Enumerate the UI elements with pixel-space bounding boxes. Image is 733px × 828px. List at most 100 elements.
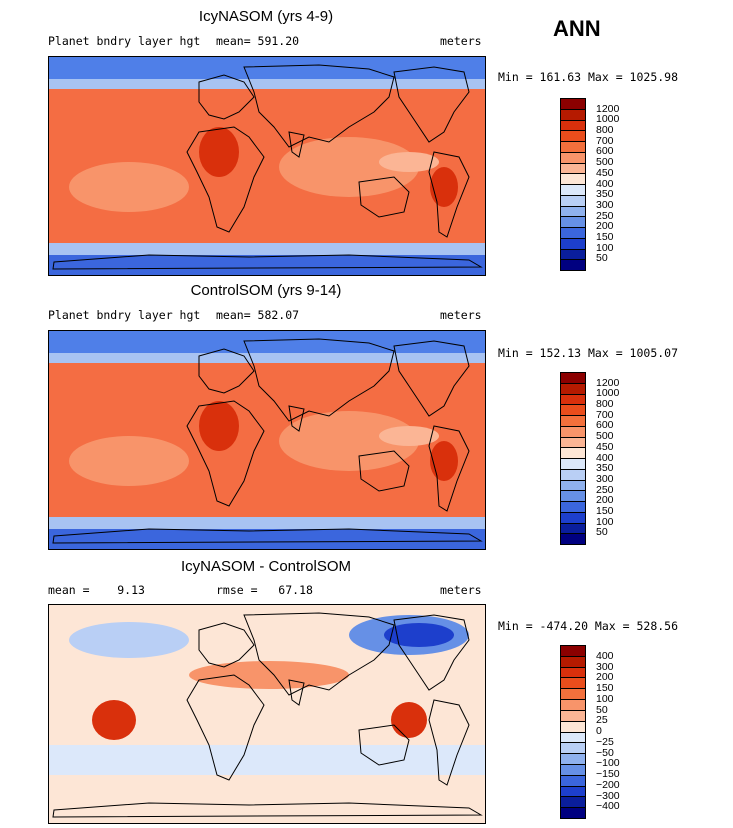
colorbar-swatch	[561, 797, 585, 809]
colorbar-swatch	[561, 163, 585, 175]
colorbar-swatch	[561, 249, 585, 261]
colorbar-swatch	[561, 786, 585, 798]
colorbar-label: 450	[596, 166, 614, 179]
colorbar-swatch	[561, 459, 585, 470]
colorbar-swatch	[561, 656, 585, 668]
colorbar-swatch	[561, 437, 585, 449]
colorbar-swatch	[561, 775, 585, 787]
panel-1-mean-label: mean= 591.20	[216, 34, 300, 48]
panel-2-mean-label: mean= 582.07	[216, 308, 300, 322]
colorbar-label: 200	[596, 494, 614, 507]
panel-1-units-label: meters	[440, 34, 482, 48]
colorbar-label: 50	[596, 703, 608, 716]
colorbar-label: 25	[596, 714, 608, 727]
colorbar-swatch	[561, 195, 585, 207]
colorbar-label: 150	[596, 230, 614, 243]
panel-2-variable-label: Planet bndry layer hgt	[48, 308, 201, 322]
panel-2-minmax: Min = 152.13 Max = 1005.07	[498, 346, 679, 360]
colorbar-swatch	[561, 732, 585, 744]
colorbar-label: −400	[596, 800, 620, 813]
panel-3-map	[48, 604, 486, 824]
colorbar-swatch	[561, 710, 585, 722]
colorbar-swatch	[561, 667, 585, 679]
colorbar-swatch	[561, 448, 585, 459]
panel-1-colorbar	[560, 98, 586, 271]
panel-2-title: ControlSOM (yrs 9-14)	[190, 282, 342, 299]
colorbar-label: −25	[596, 735, 614, 748]
colorbar-label: 400	[596, 451, 614, 464]
season-label: ANN	[553, 16, 601, 41]
colorbar-label: 400	[596, 649, 614, 662]
panel-2-map	[48, 330, 486, 550]
colorbar-label: 300	[596, 660, 614, 673]
colorbar-label: −150	[596, 768, 620, 780]
panel-1-variable-label: Planet bndry layer hgt	[48, 34, 201, 48]
colorbar-label: 0	[596, 725, 602, 737]
panel-3-mean-label: mean = 9.13	[48, 583, 145, 597]
panel-3-minmax: Min = -474.20 Max = 528.56	[498, 619, 679, 633]
colorbar-label: 1200	[596, 376, 620, 389]
colorbar-swatch	[561, 109, 585, 121]
colorbar-label: 150	[596, 682, 614, 694]
colorbar-swatch	[561, 469, 585, 481]
colorbar-label: −300	[596, 789, 620, 802]
colorbar-label: 250	[596, 209, 614, 222]
colorbar-label: 350	[596, 188, 614, 201]
colorbar-label: 100	[596, 241, 614, 254]
colorbar-label: 200	[596, 220, 614, 233]
colorbar-swatch	[561, 373, 585, 384]
colorbar-swatch	[561, 142, 585, 153]
colorbar-swatch	[561, 480, 585, 492]
colorbar-label: 600	[596, 419, 614, 432]
colorbar-label: 800	[596, 124, 614, 137]
colorbar-swatch	[561, 523, 585, 535]
colorbar-swatch	[561, 394, 585, 406]
colorbar-swatch	[561, 689, 585, 701]
colorbar-swatch	[561, 502, 585, 513]
colorbar-label: −50	[596, 746, 614, 759]
colorbar-swatch	[561, 99, 585, 110]
colorbar-label: 50	[596, 526, 608, 539]
colorbar-label: 1000	[596, 113, 620, 126]
colorbar-label: 700	[596, 408, 614, 421]
colorbar-swatch	[561, 185, 585, 196]
colorbar-swatch	[561, 228, 585, 239]
colorbar-label: 600	[596, 145, 614, 158]
colorbar-label: −100	[596, 757, 620, 770]
colorbar-swatch	[561, 152, 585, 164]
colorbar-label: 100	[596, 515, 614, 528]
colorbar-swatch	[561, 808, 585, 818]
colorbar-swatch	[561, 383, 585, 395]
colorbar-label: 1000	[596, 387, 620, 400]
panel-1-map	[48, 56, 486, 276]
colorbar-label: 50	[596, 252, 608, 265]
panel-3-rmse-label: rmse = 67.18	[216, 583, 313, 597]
colorbar-label: 100	[596, 692, 614, 705]
colorbar-label: 250	[596, 483, 614, 496]
colorbar-label: 450	[596, 440, 614, 453]
panel-3-units-label: meters	[440, 583, 482, 597]
colorbar-label: 300	[596, 472, 614, 485]
colorbar-swatch	[561, 764, 585, 776]
colorbar-label: 200	[596, 671, 614, 684]
colorbar-swatch	[561, 416, 585, 427]
panel-3-title: IcyNASOM - ControlSOM	[180, 558, 352, 575]
colorbar-swatch	[561, 426, 585, 438]
colorbar-swatch	[561, 238, 585, 250]
colorbar-swatch	[561, 678, 585, 690]
colorbar-swatch	[561, 491, 585, 502]
colorbar-label: 500	[596, 430, 614, 443]
colorbar-label: −200	[596, 778, 620, 791]
panel-1-minmax: Min = 161.63 Max = 1025.98	[498, 70, 679, 84]
colorbar-label: 800	[596, 398, 614, 411]
colorbar-label: 700	[596, 134, 614, 147]
colorbar-swatch	[561, 405, 585, 416]
panel-2-units-label: meters	[440, 308, 482, 322]
colorbar-label: 300	[596, 198, 614, 211]
colorbar-swatch	[561, 534, 585, 544]
colorbar-swatch	[561, 260, 585, 270]
colorbar-label: 1200	[596, 102, 620, 115]
panel-2-colorbar	[560, 372, 586, 545]
colorbar-swatch	[561, 743, 585, 755]
colorbar-swatch	[561, 120, 585, 132]
